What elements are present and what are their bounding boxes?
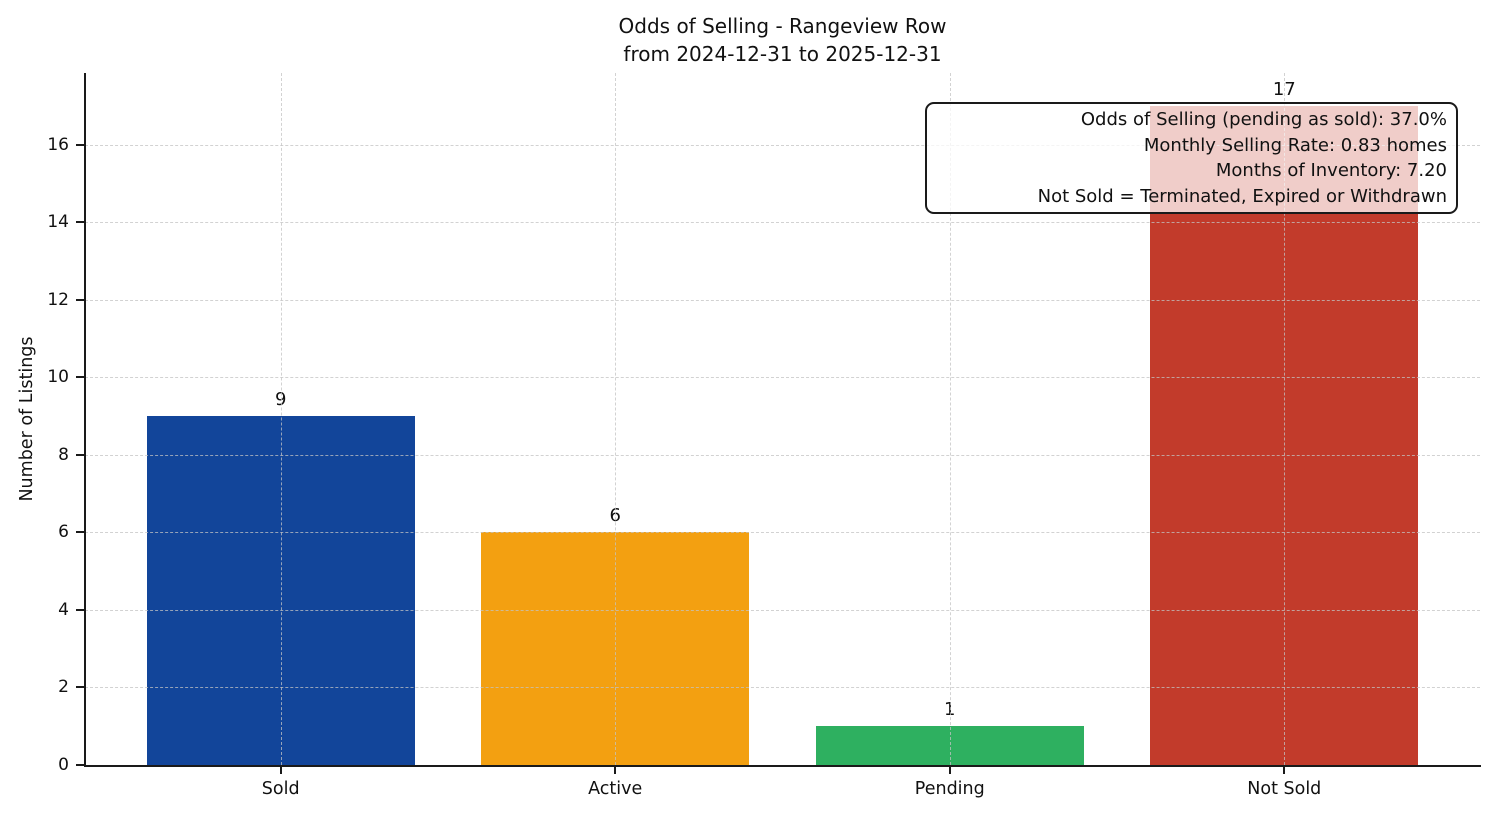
bar-value-label-sold: 9 [274,389,287,411]
chart-subtitle: from 2024-12-31 to 2025-12-31 [623,42,942,66]
y-tick-mark [76,376,85,379]
gridline-h [85,222,1480,224]
annotation-box: Odds of Selling (pending as sold): 37.0%… [925,102,1458,214]
y-tick-mark [76,453,85,456]
gridline-v [615,73,617,765]
gridline-v [1284,73,1286,765]
y-tick-label: 6 [58,522,69,543]
annotation-line-inventory: Months of Inventory: 7.20 [1215,160,1447,181]
y-tick-label: 2 [58,677,69,698]
gridline-h [85,377,1480,379]
y-tick-mark [76,531,85,534]
y-tick-mark [76,764,85,766]
gridline-h [85,687,1480,689]
gridline-h [85,144,1480,146]
gridline-h [85,299,1480,301]
gridline-h [85,532,1480,534]
x-tick-mark [1283,765,1286,774]
gridline-v [280,73,282,765]
plot-area [85,73,1480,765]
y-tick-mark [76,298,85,301]
x-tick-label-sold: Sold [261,779,300,799]
gridline-v [949,73,951,765]
annotation-line-rate: Monthly Selling Rate: 0.83 homes [1143,134,1447,156]
x-tick-mark [279,765,282,774]
annotation-line-odds: Odds of Selling (pending as sold): 37.0% [1080,109,1447,130]
y-tick-label: 10 [47,367,69,388]
y-tick-label: 16 [47,134,69,155]
y-tick-label: 8 [58,444,69,465]
y-axis-spine [84,73,86,767]
x-tick-mark [948,765,951,774]
y-tick-label: 12 [47,289,69,310]
chart-title-block: Odds of Selling - Rangeview Row from 202… [85,12,1480,68]
bar-value-label-pending: 1 [944,699,956,721]
x-tick-label-pending: Pending [914,779,985,799]
y-tick-label: 14 [47,212,69,233]
x-tick-label-active: Active [588,779,643,799]
x-tick-mark [614,765,617,774]
chart-title: Odds of Selling - Rangeview Row [618,14,947,38]
y-tick-mark [76,608,85,611]
y-axis-label: Number of Listings [17,336,37,502]
y-tick-mark [76,686,85,689]
x-axis-spine [84,765,1481,767]
gridline-h [85,609,1480,611]
annotation-line-notsold-note: Not Sold = Terminated, Expired or Withdr… [1037,185,1447,207]
gridline-h [85,454,1480,456]
y-tick-mark [76,143,85,146]
y-tick-label: 4 [58,599,69,620]
y-tick-label: 0 [58,755,69,775]
bar-value-label-active: 6 [609,505,621,527]
y-tick-mark [76,221,85,224]
x-tick-label-not-sold: Not Sold [1247,779,1322,799]
